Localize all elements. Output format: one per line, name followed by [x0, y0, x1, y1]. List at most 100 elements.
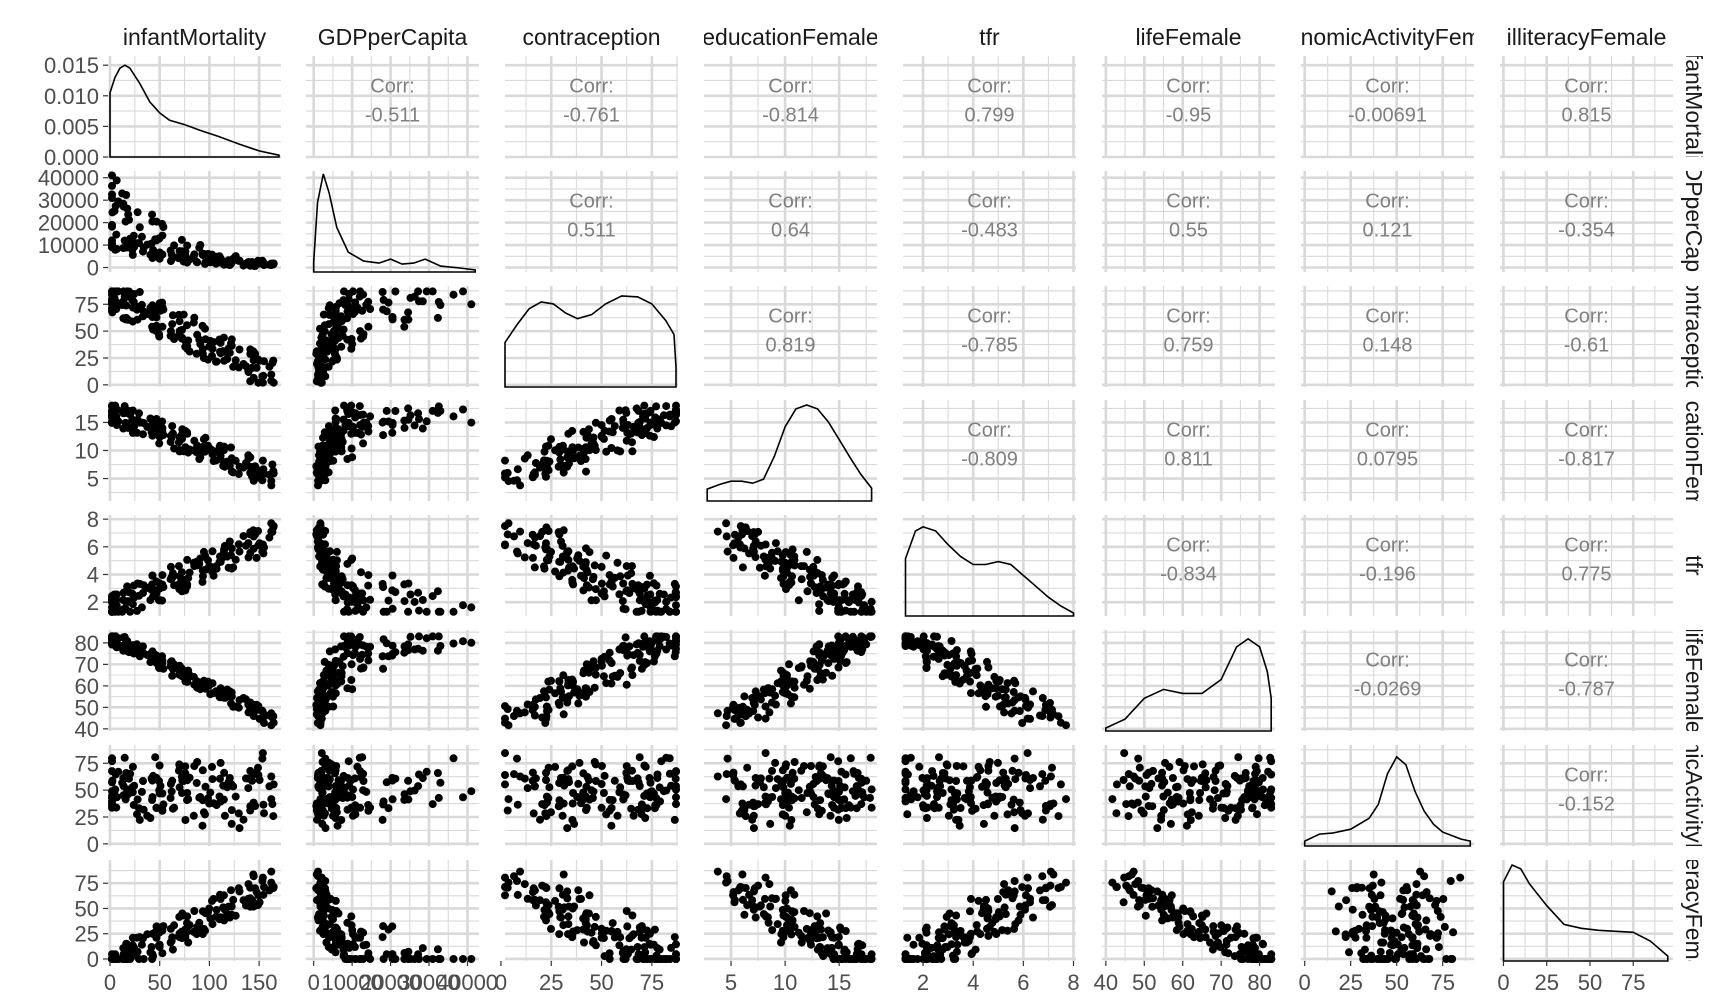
scatter-point [112, 176, 121, 185]
scatter-point [1021, 695, 1030, 704]
scatter-point [400, 597, 409, 606]
scatter-point [400, 423, 409, 432]
panel-r7-c3 [501, 745, 680, 846]
scatter-point [730, 714, 739, 723]
scatter-point [246, 345, 255, 354]
scatter-point [422, 417, 431, 426]
scatter-point [340, 632, 348, 641]
scatter-point [583, 927, 592, 936]
panel-r3-c4: Corr: 0.819 [704, 286, 877, 387]
scatter-point [1046, 772, 1055, 781]
scatter-point [209, 689, 218, 698]
scatter-point [1029, 913, 1037, 922]
scatter-point [227, 335, 236, 344]
scatter-point [818, 762, 827, 771]
scatter-point [196, 241, 205, 249]
scatter-point [761, 792, 770, 801]
scatter-point [826, 589, 835, 598]
panel-r7-c7 [1301, 745, 1474, 847]
scatter-point [1120, 749, 1129, 758]
scatter-point [193, 441, 202, 450]
scatter-point [615, 406, 624, 415]
scatter-point [133, 795, 142, 804]
scatter-point [167, 787, 176, 796]
scatter-point [325, 775, 334, 784]
panel-r2-c2 [306, 171, 479, 273]
scatter-point [541, 883, 550, 892]
scatter-point [348, 453, 357, 462]
scatter-point [559, 671, 568, 680]
scatter-point [607, 804, 616, 812]
scatter-point [813, 676, 822, 684]
scatter-point [544, 556, 553, 565]
scatter-point [1007, 890, 1016, 899]
scatter-point [1048, 705, 1056, 714]
scatter-point [231, 456, 240, 465]
scatter-point [339, 325, 348, 334]
scatter-point [787, 915, 796, 924]
scatter-point [355, 402, 364, 411]
scatter-point [318, 677, 327, 686]
density-curve-infantMortality [109, 64, 280, 158]
scatter-point [249, 872, 258, 881]
scatter-point [994, 677, 1003, 686]
scatter-point [966, 929, 975, 938]
scatter-point [628, 447, 637, 456]
scatter-point [972, 671, 981, 680]
scatter-point [259, 258, 268, 267]
scatter-point [635, 650, 644, 659]
scatter-point [135, 223, 144, 232]
scatter-point [428, 406, 437, 415]
scatter-point [322, 938, 331, 947]
scatter-point [815, 640, 824, 649]
panel-r6-c8: Corr: -0.787 [1500, 630, 1673, 731]
scatter-point [319, 433, 327, 442]
scatter-point [269, 469, 278, 478]
scatter-point [520, 708, 529, 717]
scatter-point [434, 632, 443, 641]
scatter-point [242, 541, 250, 550]
scatter-point [167, 331, 176, 340]
corr-label: Corr: [1365, 534, 1409, 556]
scatter-point [951, 677, 960, 686]
scatter-point [1253, 776, 1261, 785]
scatter-point [183, 676, 192, 684]
scatter-point [754, 713, 763, 722]
scatter-point [544, 794, 553, 803]
scatter-point [364, 322, 373, 331]
scatter-point [768, 766, 776, 775]
panel-r1-c5: Corr: 0.799 [903, 56, 1076, 159]
scatter-point [790, 758, 799, 766]
scatter-point [216, 774, 224, 783]
scatter-point [613, 446, 622, 455]
panel-r6-c3 [501, 630, 680, 731]
scatter-point [615, 788, 624, 797]
panel-r8-c2 [306, 860, 479, 963]
scatter-point [1194, 811, 1203, 820]
scatter-point [329, 811, 337, 820]
scatter-point [919, 636, 927, 644]
scatter-point [168, 945, 177, 954]
scatter-point [955, 821, 964, 830]
scatter-point [1186, 794, 1195, 803]
scatter-point [1010, 696, 1019, 705]
scatter-point [1000, 781, 1009, 790]
scatter-point [189, 811, 198, 820]
scatter-point [998, 685, 1007, 694]
scatter-point [836, 607, 845, 616]
scatter-point [967, 894, 975, 903]
panel-r3-c1 [108, 286, 281, 387]
scatter-point [325, 301, 334, 310]
scatter-point [807, 762, 815, 770]
panel-r8-c1 [108, 860, 281, 963]
scatter-point [749, 902, 758, 911]
scatter-point [866, 793, 874, 802]
scatter-point [128, 246, 137, 255]
panel-r4-c1 [108, 400, 281, 501]
scatter-point [838, 955, 847, 963]
scatter-point [205, 342, 214, 351]
scatter-point [628, 438, 636, 447]
scatter-point [510, 532, 518, 541]
scatter-point [329, 692, 337, 701]
scatter-point [922, 814, 931, 822]
